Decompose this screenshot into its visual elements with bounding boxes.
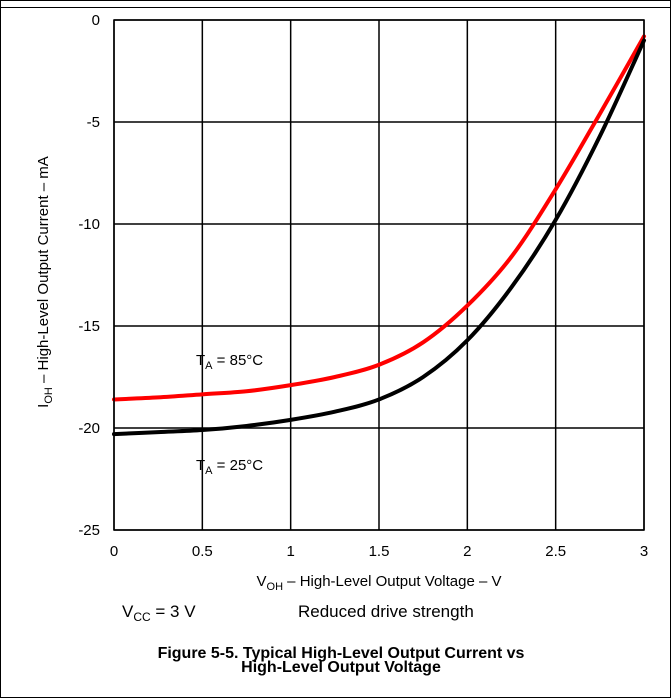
x-tick-label: 1.5: [369, 543, 390, 560]
y-tick-label: -10: [78, 216, 100, 233]
annotation-ta-85-rest: = 85°C: [213, 352, 264, 369]
figure-caption-line-1: Figure 5-5. Typical High-Level Output Cu…: [158, 645, 525, 662]
y-axis-label-sub: OH: [43, 387, 55, 404]
annotation-ta-25-sub: A: [205, 465, 213, 477]
x-tick-label: 0: [110, 543, 118, 560]
y-tick-label: -25: [78, 522, 100, 539]
y-tick-label: -5: [87, 114, 100, 131]
x-tick-label: 0.5: [192, 543, 213, 560]
plot-frame: [113, 19, 645, 531]
annotation-ta-25-rest: = 25°C: [213, 457, 264, 474]
y-axis-label-main: I: [35, 404, 52, 408]
y-axis-label-rest: – High-Level Output Current – mA: [35, 156, 52, 387]
annotation-ta-85-main: T: [196, 352, 205, 369]
x-axis-label: VOH – High-Level Output Voltage – V: [257, 573, 502, 593]
x-axis-label-sub: OH: [267, 581, 284, 593]
plot-area: 0 -5 -10 -15 -20 -25 0 0.5 1 1.5 2 2.5 3: [78, 12, 648, 560]
y-tick-labels: 0 -5 -10 -15 -20 -25: [78, 12, 100, 539]
y-tick-label: 0: [92, 12, 100, 29]
annotation-ta-85-sub: A: [205, 360, 213, 372]
vcc-condition: VCC = 3 V: [122, 602, 196, 624]
annotation-ta-25: TA = 25°C: [196, 457, 263, 477]
drive-strength-condition: Reduced drive strength: [298, 602, 474, 621]
series-layer: [112, 34, 646, 437]
series-line-ta-25c: [112, 38, 646, 437]
vcc-condition-main: V: [122, 602, 134, 621]
x-axis-label-rest: – High-Level Output Voltage – V: [283, 573, 501, 590]
y-tick-label: -20: [78, 420, 100, 437]
x-tick-label: 1: [286, 543, 294, 560]
vcc-condition-rest: = 3 V: [151, 602, 197, 621]
x-tick-label: 2.5: [545, 543, 566, 560]
y-tick-label: -15: [78, 318, 100, 335]
x-tick-label: 2: [463, 543, 471, 560]
annotation-ta-25-main: T: [196, 457, 205, 474]
x-tick-label: 3: [640, 543, 648, 560]
grid-lines: [113, 19, 645, 531]
series-line-ta-85c: [112, 34, 646, 402]
annotation-ta-85: TA = 85°C: [196, 352, 263, 372]
x-axis-label-main: V: [257, 573, 267, 590]
x-tick-labels: 0 0.5 1 1.5 2 2.5 3: [110, 543, 648, 560]
figure-caption-line-2: High-Level Output Voltage: [241, 659, 441, 676]
vcc-condition-sub: CC: [133, 610, 151, 624]
y-axis-label: IOH – High-Level Output Current – mA: [35, 156, 55, 408]
